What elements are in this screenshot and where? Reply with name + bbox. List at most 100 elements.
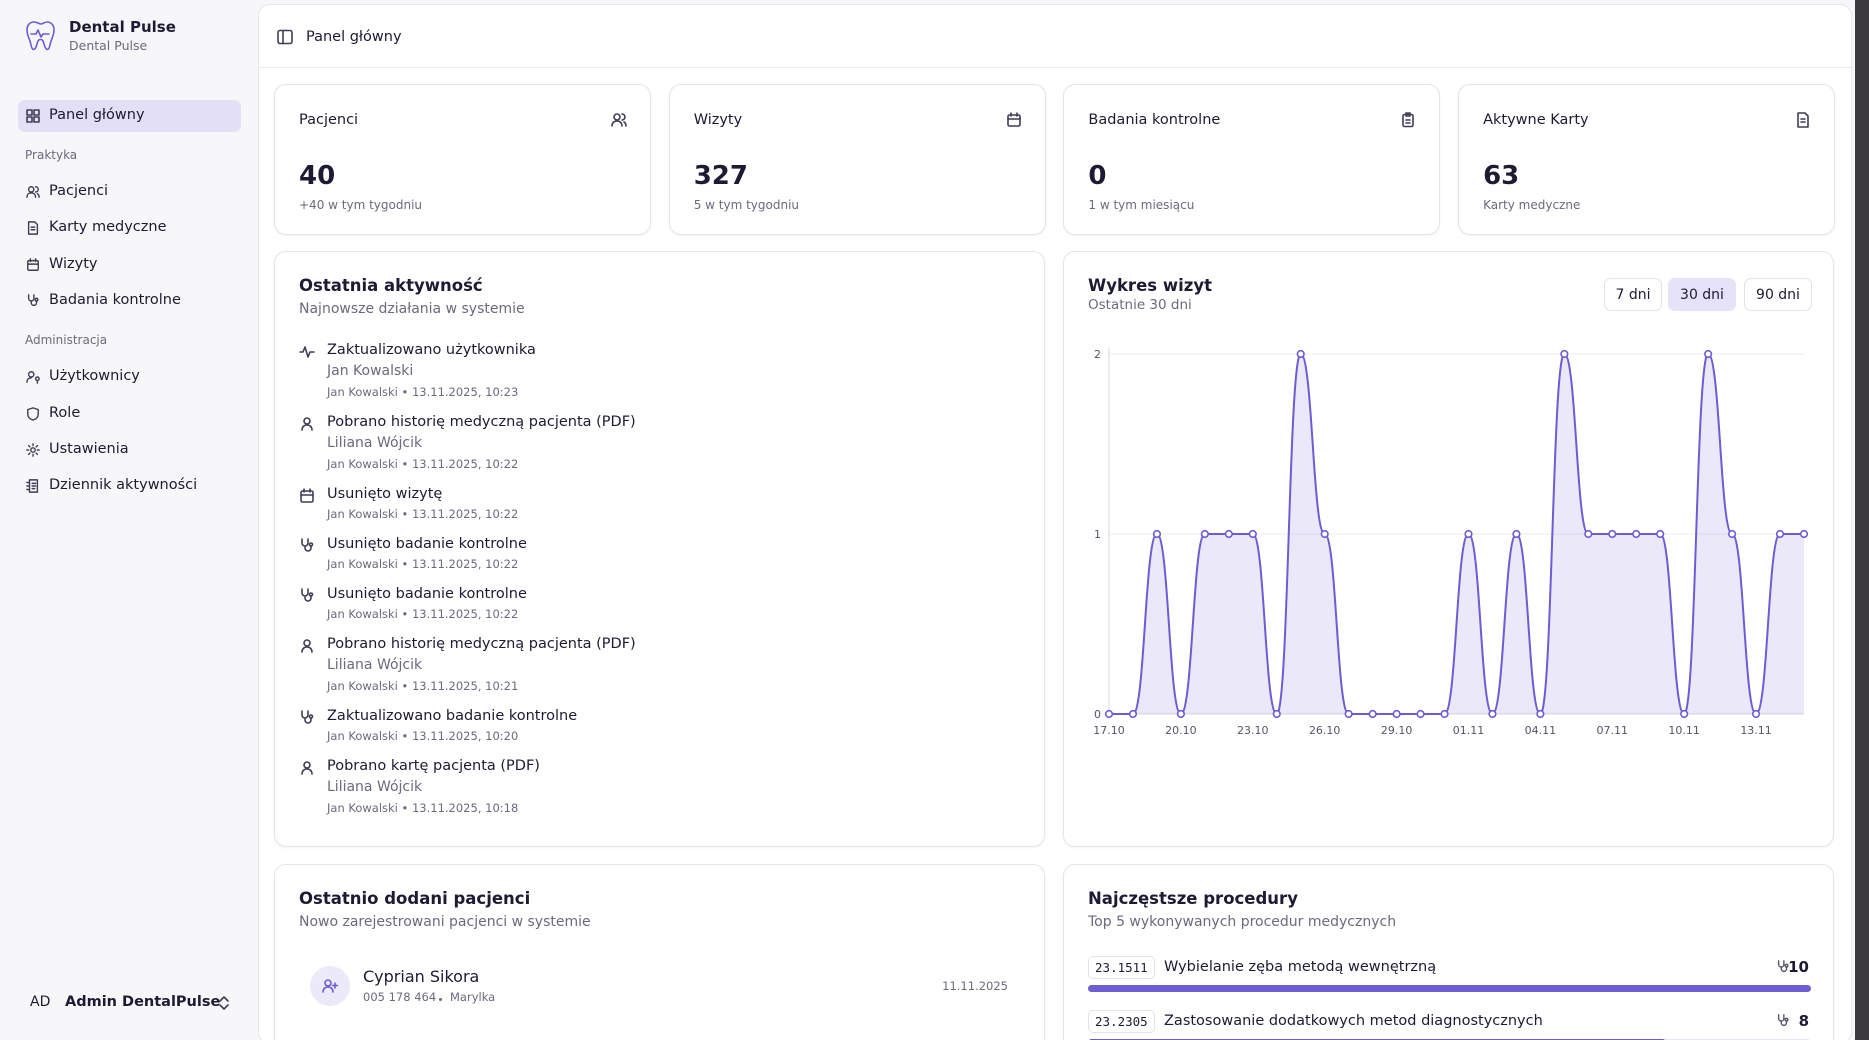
stat-value: 0	[1088, 161, 1107, 191]
user-menu[interactable]: AD Admin DentalPulse	[18, 986, 241, 1020]
procedure-name: Zastosowanie dodatkowych metod diagnosty…	[1164, 1013, 1543, 1029]
nav-item[interactable]: Pacjenci	[18, 177, 241, 209]
icon-part	[299, 346, 315, 358]
stat-title: Badania kontrolne	[1088, 112, 1221, 128]
icon	[1006, 112, 1021, 127]
point	[1272, 709, 1281, 719]
icon-part	[303, 761, 311, 769]
activity-person: Liliana Wójcik	[327, 657, 423, 673]
nav-item[interactable]: Badania kontrolne	[18, 286, 241, 318]
line-chart: 0 1 2 17.10 20.10 23.10 26.10 29.10 01.11 04.11 07…	[1093, 348, 1809, 737]
y-tick-label: 1	[1094, 528, 1101, 541]
icon-part	[1777, 1014, 1788, 1027]
icon-part	[301, 768, 313, 775]
icon-part	[27, 406, 39, 421]
icon-part	[27, 221, 39, 236]
scrollbar	[1855, 0, 1869, 1040]
activity-title: Zaktualizowano użytkownika	[327, 342, 536, 358]
nav-label: Badania kontrolne	[49, 291, 181, 308]
icon-part	[1006, 114, 1021, 127]
stat-card: Badania kontrolne 0 1 w tym miesiącu	[1063, 84, 1441, 235]
top-bar: Panel główny	[259, 5, 1851, 68]
x-tick-label: 29.10	[1381, 724, 1413, 737]
stat-note: Karty medyczne	[1483, 198, 1581, 212]
icon-part	[301, 710, 312, 724]
x-tick-label: 07.11	[1597, 724, 1629, 737]
point	[1464, 529, 1473, 539]
nav-section-title: Praktyka	[25, 148, 78, 162]
nav-item[interactable]: Użytkownicy	[18, 362, 241, 394]
chevrons	[219, 996, 229, 1010]
activity-title: Pobrano kartę pacjenta (PDF)	[327, 758, 540, 774]
nav-item[interactable]: Karty medyczne	[18, 213, 241, 245]
icon	[301, 417, 313, 431]
icon-part	[27, 259, 39, 271]
range-button[interactable]: 7 dni	[1604, 278, 1662, 311]
stat-card: Aktywne Karty 63 Karty medyczne	[1458, 84, 1836, 235]
icon-part	[26, 442, 40, 457]
nav-item[interactable]: Dziennik aktywności	[18, 471, 241, 503]
icon-part	[27, 294, 38, 306]
icon	[26, 442, 40, 457]
icon-part	[1405, 119, 1412, 124]
activity-meta: Jan Kowalski • 13.11.2025, 10:18	[327, 801, 519, 815]
nav-label: Użytkownicy	[49, 368, 140, 385]
activity-meta: Jan Kowalski • 13.11.2025, 10:22	[327, 557, 519, 571]
sidebar-toggle[interactable]	[277, 29, 293, 45]
card-title: Ostatnio dodani pacjenci	[299, 889, 531, 908]
nav-item[interactable]: Role	[18, 399, 241, 431]
range-button[interactable]: 30 dni	[1668, 278, 1736, 311]
activity-title: Usunięto wizytę	[327, 486, 443, 502]
range-button[interactable]: 90 dni	[1744, 278, 1812, 311]
card-title: Wykres wizyt	[1088, 276, 1212, 295]
nav-item-active[interactable]: Panel główny	[18, 100, 241, 132]
activity-card: Ostatnia aktywność Najnowsze działania w …	[274, 251, 1045, 847]
icon	[27, 257, 39, 271]
icon-part	[30, 446, 36, 453]
nav-label: Dziennik aktywności	[49, 477, 198, 494]
activity-meta: Jan Kowalski • 13.11.2025, 10:21	[327, 679, 519, 693]
sidebar: Dental Pulse Dental Pulse Panel główny P…	[0, 0, 256, 1040]
icon-part	[300, 490, 314, 503]
icon-part	[34, 297, 39, 302]
y-tick-label: 0	[1094, 708, 1101, 721]
icon	[322, 979, 338, 993]
nav-icon	[26, 109, 40, 123]
x-tick-label: 17.10	[1093, 724, 1125, 737]
icon	[300, 488, 314, 503]
y-tick-label: 2	[1094, 348, 1101, 361]
icon	[301, 639, 313, 653]
point	[1416, 709, 1425, 719]
icon-part	[27, 371, 35, 378]
nav-label: Panel główny	[49, 107, 145, 123]
point	[1200, 529, 1209, 539]
user-initials: AD	[30, 994, 51, 1010]
icon	[27, 294, 39, 306]
point	[1128, 709, 1138, 719]
activity-title: Pobrano historię medyczną pacjenta (PDF)	[327, 414, 636, 430]
card-title: Najczęstsze procedury	[1088, 889, 1298, 908]
point	[1799, 529, 1809, 539]
point	[1368, 709, 1377, 719]
stat-note: +40 w tym tygodniu	[299, 198, 423, 212]
icon-part	[301, 424, 313, 431]
activity-title: Pobrano historię medyczną pacjenta (PDF)	[327, 636, 636, 652]
icon-part	[301, 538, 312, 552]
icon-part	[27, 186, 35, 193]
stat-card: Wizyty 327 5 w tym tygodniu	[668, 84, 1046, 235]
area	[1109, 354, 1804, 714]
icon-part	[324, 979, 332, 987]
progress-bar	[1088, 985, 1811, 992]
activity-person: Liliana Wójcik	[327, 435, 423, 451]
patient-name: Cyprian Sikora	[363, 967, 480, 986]
point	[1512, 529, 1521, 539]
nav-item[interactable]: Wizyty	[18, 250, 241, 282]
activity-title: Usunięto badanie kontrolne	[327, 586, 527, 602]
point	[1536, 709, 1545, 719]
point	[1248, 529, 1257, 539]
stat-title: Pacjenci	[299, 112, 359, 128]
icon	[299, 346, 315, 358]
icon	[301, 761, 313, 775]
nav-item[interactable]: Ustawienia	[18, 435, 241, 467]
point	[1152, 529, 1162, 539]
